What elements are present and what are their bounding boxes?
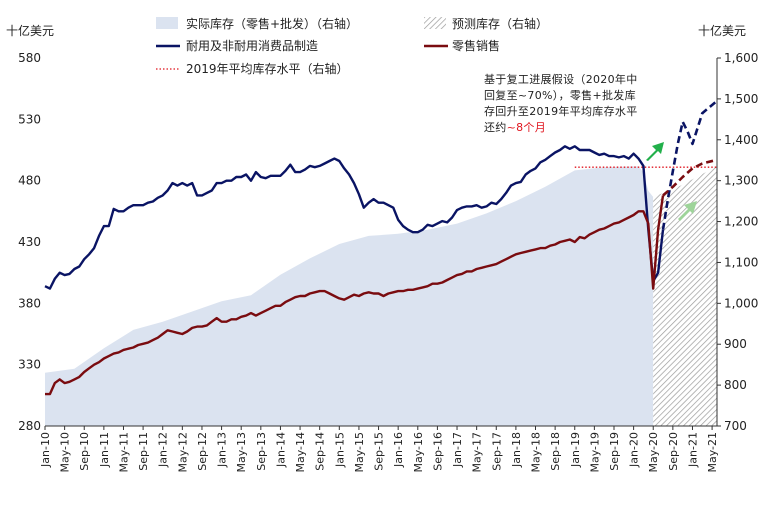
x-tick-label: Jan-12 (157, 432, 170, 468)
x-tick-label: May-13 (235, 432, 248, 473)
left-unit-label: 十亿美元 (6, 23, 54, 38)
right-tick-label: 700 (724, 419, 747, 433)
annotation-line-2: 回复至~70%），零售+批发库 (484, 89, 636, 102)
durable-goods-forecast-line (661, 99, 718, 230)
x-tick-label: Sep-15 (373, 432, 386, 471)
x-tick-label: May-19 (588, 432, 601, 473)
left-tick-label: 480 (18, 174, 41, 188)
legend-label-retail: 零售销售 (452, 38, 500, 53)
x-tick-label: May-15 (353, 432, 366, 473)
x-tick-label: Sep-11 (137, 432, 150, 471)
arrow-up-icon (646, 142, 664, 161)
right-tick-label: 1,600 (724, 51, 758, 65)
x-tick-label: May-11 (117, 432, 130, 473)
annotation-line-3: 存回升至2019年平均库存水平 (484, 105, 638, 118)
x-tick-label: May-20 (647, 432, 660, 473)
durable-goods-line (44, 145, 665, 290)
x-tick-label: Jan-20 (628, 432, 641, 468)
right-tick-label: 1,100 (724, 255, 758, 269)
x-tick-label: May-14 (294, 432, 307, 473)
legend-label-forecast: 预测库存（右轴） (452, 16, 548, 31)
right-tick-label: 1,300 (724, 174, 758, 188)
forecast-inventory-area (653, 166, 717, 426)
x-tick-label: Sep-10 (78, 432, 91, 471)
axes: 280 330 380 430 480 530 580 700 800 900 1,000 1,100… (18, 51, 758, 473)
arrow-up-faded-icon (678, 201, 697, 221)
right-tick-label: 1,500 (724, 92, 758, 106)
x-tick-label: Sep-12 (196, 432, 209, 471)
left-tick-label: 380 (18, 296, 41, 310)
x-tick-label: Sep-18 (549, 432, 562, 471)
left-tick-label: 280 (18, 419, 41, 433)
x-tick-label: Sep-14 (314, 432, 327, 471)
retail-sales-line (45, 195, 665, 396)
x-tick-label: Sep-13 (255, 432, 268, 471)
x-tick-label: Jan-15 (333, 432, 346, 468)
right-tick-label: 1,200 (724, 215, 758, 229)
legend-label-durable: 耐用及非耐用消费品制造 (186, 39, 318, 53)
right-tick-label: 800 (724, 378, 747, 392)
right-tick-label: 1,000 (724, 296, 758, 310)
left-tick-label: 580 (18, 51, 41, 65)
x-tick-label: May-17 (471, 432, 484, 473)
right-tick-label: 900 (724, 337, 747, 351)
left-tick-label: 330 (18, 358, 41, 372)
annotation-line-4-prefix: 还约 (484, 121, 507, 134)
x-tick-label: Sep-19 (608, 432, 621, 471)
x-tick-label: Jan-18 (510, 432, 523, 468)
legend: 实际库存（零售+批发）（右轴） 预测库存（右轴） 耐用及非耐用消费品制造 零售销… (156, 16, 548, 76)
x-tick-label: Jan-21 (686, 432, 699, 468)
annotation-line-4: 还约~8个月 (484, 120, 674, 136)
x-tick-label: Jan-10 (39, 432, 52, 468)
legend-swatch-inventory (156, 17, 178, 29)
x-tick-label: Jan-14 (274, 432, 287, 468)
x-tick-label: Sep-20 (667, 432, 680, 471)
left-tick-label: 530 (18, 112, 41, 126)
legend-label-avg: 2019年平均库存水平（右轴） (186, 61, 349, 76)
x-tick-label: Jan-13 (216, 432, 229, 468)
retail-sales-forecast-line (662, 158, 718, 197)
right-tick-label: 1,400 (724, 133, 758, 147)
x-tick-label: May-18 (530, 432, 543, 473)
annotation: 基于复工进展假设（2020年中 回复至~70%），零售+批发库 存回升至2019… (484, 72, 674, 136)
right-unit-label: 十亿美元 (698, 23, 746, 38)
annotation-line-1: 基于复工进展假设（2020年中 (484, 73, 638, 86)
legend-swatch-forecast (424, 17, 446, 29)
x-tick-label: Jan-11 (98, 432, 111, 468)
annotation-highlight: ~8个月 (506, 121, 547, 134)
x-tick-label: May-10 (59, 432, 72, 473)
x-tick-label: May-21 (706, 432, 719, 473)
legend-label-inventory: 实际库存（零售+批发）（右轴） (186, 16, 358, 31)
left-tick-label: 430 (18, 235, 41, 249)
x-tick-label: Jan-19 (569, 432, 582, 468)
x-tick-label: Sep-17 (490, 432, 503, 471)
x-tick-label: May-12 (176, 432, 189, 473)
x-tick-label: Jan-16 (392, 432, 405, 468)
x-tick-label: Sep-16 (431, 432, 444, 471)
arrows (646, 142, 697, 221)
area-series (45, 166, 717, 426)
x-tick-label: May-16 (412, 432, 425, 473)
line-series (44, 99, 718, 396)
x-tick-label: Jan-17 (451, 432, 464, 468)
